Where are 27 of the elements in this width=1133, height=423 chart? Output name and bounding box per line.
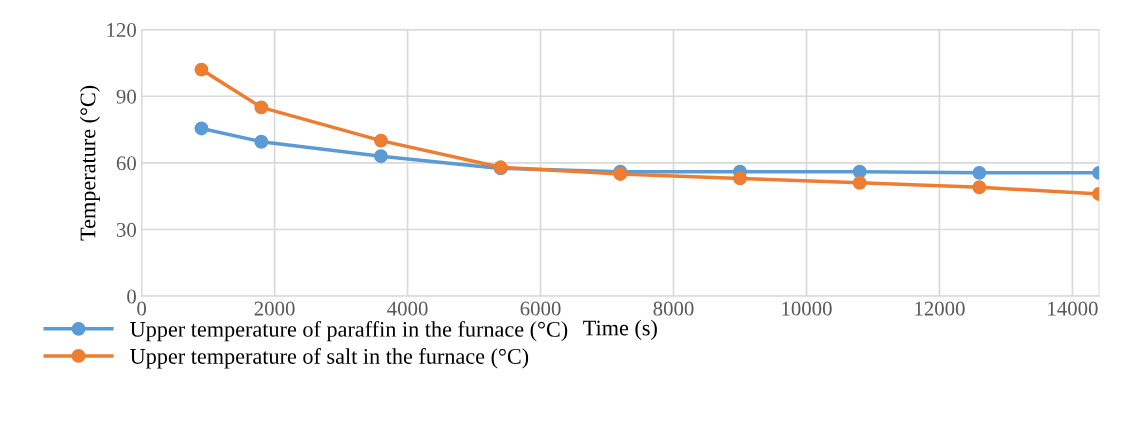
x-tick-label: 0	[137, 301, 147, 316]
y-tick-label: 120	[107, 22, 136, 38]
x-tick-label: 8000	[653, 301, 694, 316]
x-tick-label: 2000	[254, 301, 295, 316]
x-axis-title: Time (s)	[583, 319, 657, 341]
x-tick-label: 4000	[387, 301, 428, 316]
point	[972, 165, 987, 180]
point	[194, 62, 209, 77]
point	[733, 171, 747, 186]
y-tick-label: 60	[116, 156, 136, 171]
y-tick-label: 30	[116, 222, 136, 237]
point	[972, 180, 987, 195]
legend-label: Upper temperature of salt in the furnace (°C)	[130, 348, 529, 369]
point	[852, 175, 867, 190]
point	[254, 134, 269, 149]
x-tick-label: 14000	[1048, 301, 1098, 316]
y-tick-label: 90	[116, 89, 136, 104]
point	[374, 149, 388, 164]
point	[374, 133, 388, 148]
x-tick-label: 10000	[782, 301, 832, 316]
y-axis-title: Temperature (°C)	[79, 85, 100, 241]
point	[254, 100, 269, 115]
x-tick-label: 6000	[520, 301, 561, 316]
x-tick-label: 12000	[915, 301, 965, 316]
y-tick-label: 0	[127, 289, 136, 304]
legend-label: Upper temperature of paraffin in the furnace (°C)	[130, 320, 568, 342]
point	[194, 121, 209, 136]
